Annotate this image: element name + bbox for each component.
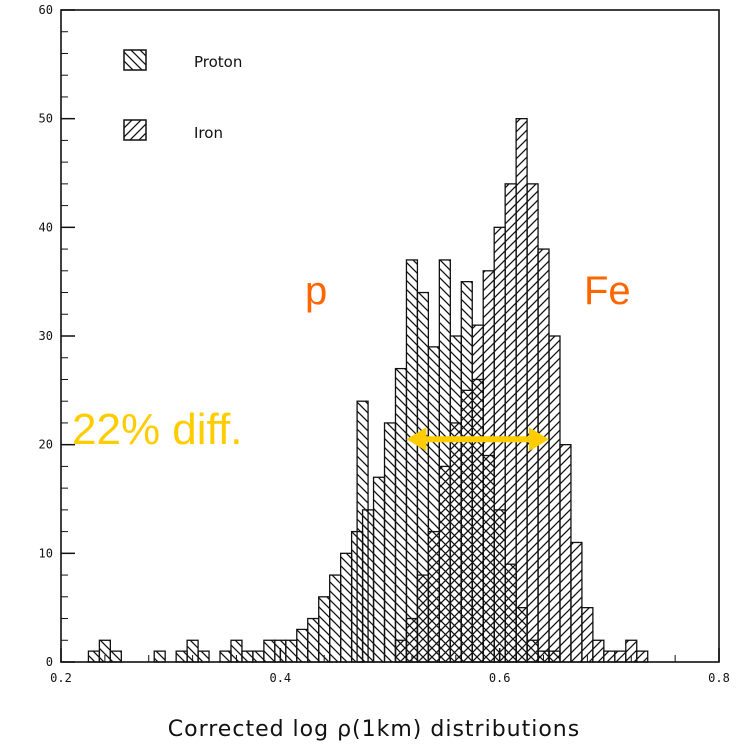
proton-bar	[109, 650, 122, 663]
annotation-22-percent-diff: 22% diff.	[72, 405, 242, 454]
x-tick-label: 0.4	[269, 671, 291, 685]
iron-bar	[526, 183, 539, 663]
iron-bar	[449, 422, 462, 663]
iron-bar	[394, 639, 408, 663]
proton-bar	[361, 509, 375, 663]
iron-bar	[625, 639, 638, 663]
proton-bar	[252, 650, 265, 663]
iron-bar	[438, 465, 451, 663]
iron-bar	[559, 444, 572, 663]
proton-bar	[383, 422, 397, 663]
legend-label-proton: Proton	[194, 53, 242, 71]
y-tick-label: 60	[39, 3, 53, 17]
arrow-head-right	[529, 427, 550, 452]
proton-bar	[307, 617, 320, 663]
iron-bar	[592, 639, 605, 663]
x-axis-label: Corrected log ρ(1km) distributions	[168, 717, 580, 742]
proton-bar	[296, 628, 309, 663]
proton-bar	[98, 639, 111, 663]
proton-bar	[318, 596, 331, 663]
y-tick-label: 30	[39, 329, 53, 343]
proton-bar	[219, 650, 232, 663]
proton-bar	[175, 650, 188, 663]
iron-bar	[493, 226, 506, 663]
difference-arrow	[406, 427, 550, 452]
proton-bar	[372, 476, 386, 663]
proton-bar	[329, 574, 342, 663]
proton-bar	[186, 639, 199, 663]
iron-bar	[515, 118, 528, 663]
y-tick-label: 10	[39, 546, 53, 560]
iron-bar	[427, 530, 440, 663]
iron-bar	[537, 248, 550, 663]
iron-bar	[603, 650, 616, 663]
proton-bar	[230, 639, 243, 663]
iron-bar	[548, 335, 561, 663]
iron-bar	[471, 324, 484, 663]
proton-bar	[87, 650, 101, 663]
proton-bar	[153, 650, 166, 663]
iron-bar	[416, 574, 430, 663]
legend-label-iron: Iron	[194, 124, 223, 142]
iron-bar	[636, 650, 649, 663]
proton-bar	[197, 650, 210, 663]
proton-bar	[339, 552, 353, 663]
y-tick-label: 0	[46, 655, 53, 669]
y-tick-label: 40	[39, 220, 53, 234]
annotation-fe: Fe	[584, 269, 631, 313]
axis-ticks: 0 10 20 30 40 50 60 0.2 0.4 0.6 0.8	[39, 3, 730, 685]
arrow-head-left	[406, 427, 427, 452]
annotation-p: p	[305, 269, 327, 313]
legend-swatch-iron	[123, 119, 147, 141]
iron-bar	[581, 607, 594, 663]
proton-bar	[394, 367, 408, 663]
proton-bar	[405, 259, 419, 663]
y-tick-label: 50	[39, 112, 53, 126]
iron-bar	[405, 617, 419, 663]
legend-swatch-proton	[123, 49, 147, 71]
proton-bar	[274, 639, 287, 663]
y-tick-label: 20	[39, 438, 53, 452]
iron-series	[394, 118, 649, 663]
iron-bar	[570, 541, 583, 663]
proton-bar	[263, 639, 276, 663]
iron-bar	[504, 183, 517, 663]
proton-bar	[285, 639, 298, 663]
legend: Proton Iron	[123, 49, 242, 142]
iron-bar	[614, 650, 627, 663]
iron-bar	[482, 270, 495, 663]
x-tick-label: 0.8	[708, 671, 730, 685]
x-tick-label: 0.6	[489, 671, 511, 685]
iron-bar	[460, 389, 473, 663]
proton-bar	[241, 650, 254, 663]
x-tick-label: 0.2	[50, 671, 72, 685]
